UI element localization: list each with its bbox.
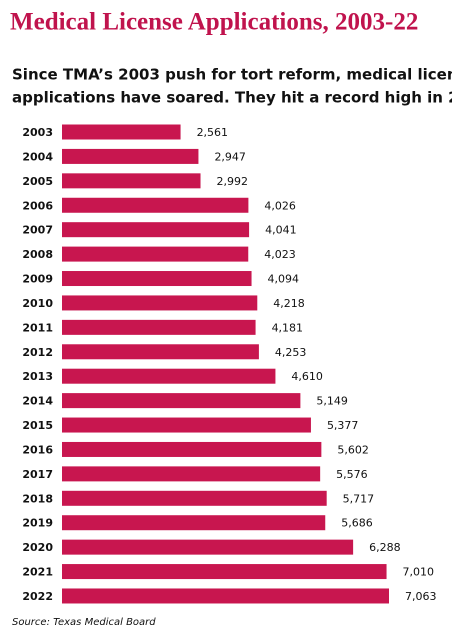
chart-title: Medical License Applications, 2003-22 <box>10 9 418 36</box>
value-label: 2,561 <box>197 126 229 139</box>
bar <box>62 271 252 287</box>
bar <box>62 246 249 262</box>
value-label: 4,026 <box>264 199 296 212</box>
value-label: 6,288 <box>369 541 401 554</box>
category-label: 2012 <box>22 346 53 359</box>
bar <box>62 197 249 213</box>
category-label: 2008 <box>22 248 53 261</box>
bar <box>62 441 322 457</box>
subtitle: Since TMA’s 2003 push for tort reform, m… <box>12 66 452 84</box>
bar <box>62 393 301 409</box>
value-label: 4,023 <box>264 248 296 261</box>
category-label: 2006 <box>22 199 53 212</box>
value-label: 4,094 <box>268 273 300 286</box>
source: Source: Texas Medical Board <box>12 617 156 628</box>
bar <box>62 490 327 506</box>
bar <box>62 319 256 335</box>
value-label: 4,253 <box>275 346 307 359</box>
category-label: 2003 <box>22 126 53 139</box>
value-label: 5,602 <box>337 443 369 456</box>
value-label: 5,717 <box>343 492 375 505</box>
value-label: 2,947 <box>214 150 246 163</box>
value-label: 5,149 <box>316 395 348 408</box>
bar <box>62 564 387 580</box>
bar <box>62 222 250 238</box>
category-label: 2019 <box>22 517 53 530</box>
bar <box>62 124 181 140</box>
value-label: 4,218 <box>273 297 305 310</box>
bar <box>62 368 276 384</box>
value-label: 5,377 <box>327 419 359 432</box>
category-label: 2013 <box>22 370 53 383</box>
category-label: 2020 <box>22 541 53 554</box>
category-label: 2021 <box>22 566 53 579</box>
value-label: 4,181 <box>272 321 304 334</box>
category-label: 2014 <box>22 395 53 408</box>
category-label: 2009 <box>22 273 53 286</box>
category-label: 2016 <box>22 443 53 456</box>
bar <box>62 173 201 189</box>
category-label: 2011 <box>22 321 53 334</box>
bar <box>62 148 199 164</box>
bar <box>62 466 321 482</box>
value-label: 2,992 <box>217 175 249 188</box>
bar <box>62 344 259 360</box>
value-label: 7,063 <box>405 590 437 603</box>
category-label: 2015 <box>22 419 53 432</box>
bar <box>62 417 311 433</box>
category-label: 2022 <box>22 590 53 603</box>
bar <box>62 588 389 604</box>
category-label: 2004 <box>22 150 53 163</box>
category-label: 2017 <box>22 468 53 481</box>
bar <box>62 515 326 531</box>
bar <box>62 539 354 555</box>
category-label: 2005 <box>22 175 53 188</box>
category-label: 2010 <box>22 297 53 310</box>
value-label: 7,010 <box>403 566 435 579</box>
value-label: 4,610 <box>291 370 323 383</box>
bar <box>62 295 258 311</box>
subtitle: applications have soared. They hit a rec… <box>12 89 452 107</box>
value-label: 5,576 <box>336 468 368 481</box>
value-label: 5,686 <box>341 517 373 530</box>
category-label: 2007 <box>22 224 53 237</box>
category-label: 2018 <box>22 492 53 505</box>
value-label: 4,041 <box>265 224 297 237</box>
